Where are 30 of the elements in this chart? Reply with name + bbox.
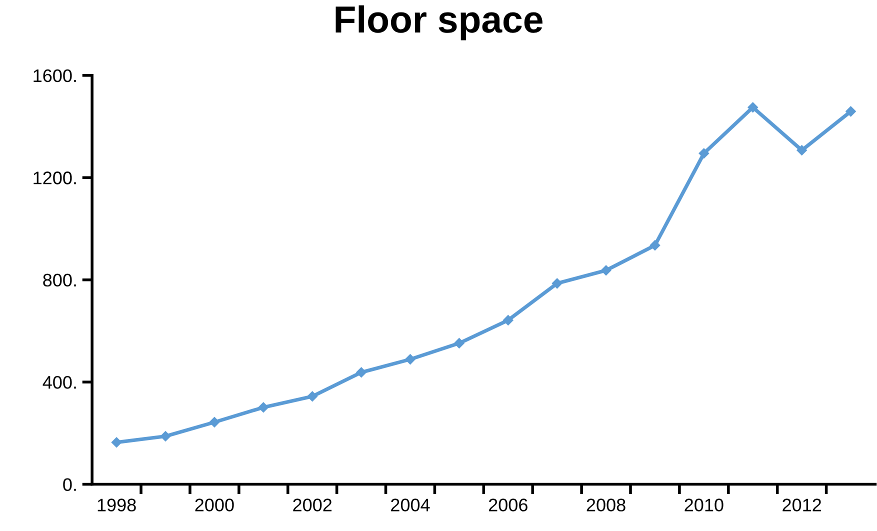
point (600, 265, 612, 276)
x-tick-label: 1998 (98, 498, 136, 512)
point (552, 278, 562, 289)
point (356, 367, 366, 378)
point (307, 391, 318, 402)
x-tick-label: 2000 (195, 498, 234, 512)
y-tick-label: 400. (42, 376, 76, 389)
point (258, 402, 269, 412)
y-tick-label: 1200. (34, 172, 76, 184)
x-tick-label: 2012 (782, 498, 822, 512)
point (160, 431, 171, 442)
point (111, 437, 122, 448)
point (846, 106, 856, 117)
point (650, 240, 660, 250)
point (748, 102, 758, 112)
point (454, 338, 464, 348)
x-tick-label: 2010 (684, 498, 724, 512)
chart-title: Floor space (336, 5, 542, 40)
y-tick-label: 0. (63, 478, 76, 491)
point (405, 354, 416, 364)
x-tick-label: 2002 (293, 498, 332, 512)
point (698, 148, 710, 158)
point (209, 417, 220, 428)
x-tick-label: 2004 (391, 498, 430, 512)
x-tick-label: 2008 (586, 498, 626, 512)
y-tick-label: 800. (43, 274, 76, 287)
point (796, 145, 807, 156)
y-tick-label: 1600. (34, 69, 76, 82)
x-tick-label: 2006 (488, 498, 528, 512)
point (503, 315, 514, 326)
